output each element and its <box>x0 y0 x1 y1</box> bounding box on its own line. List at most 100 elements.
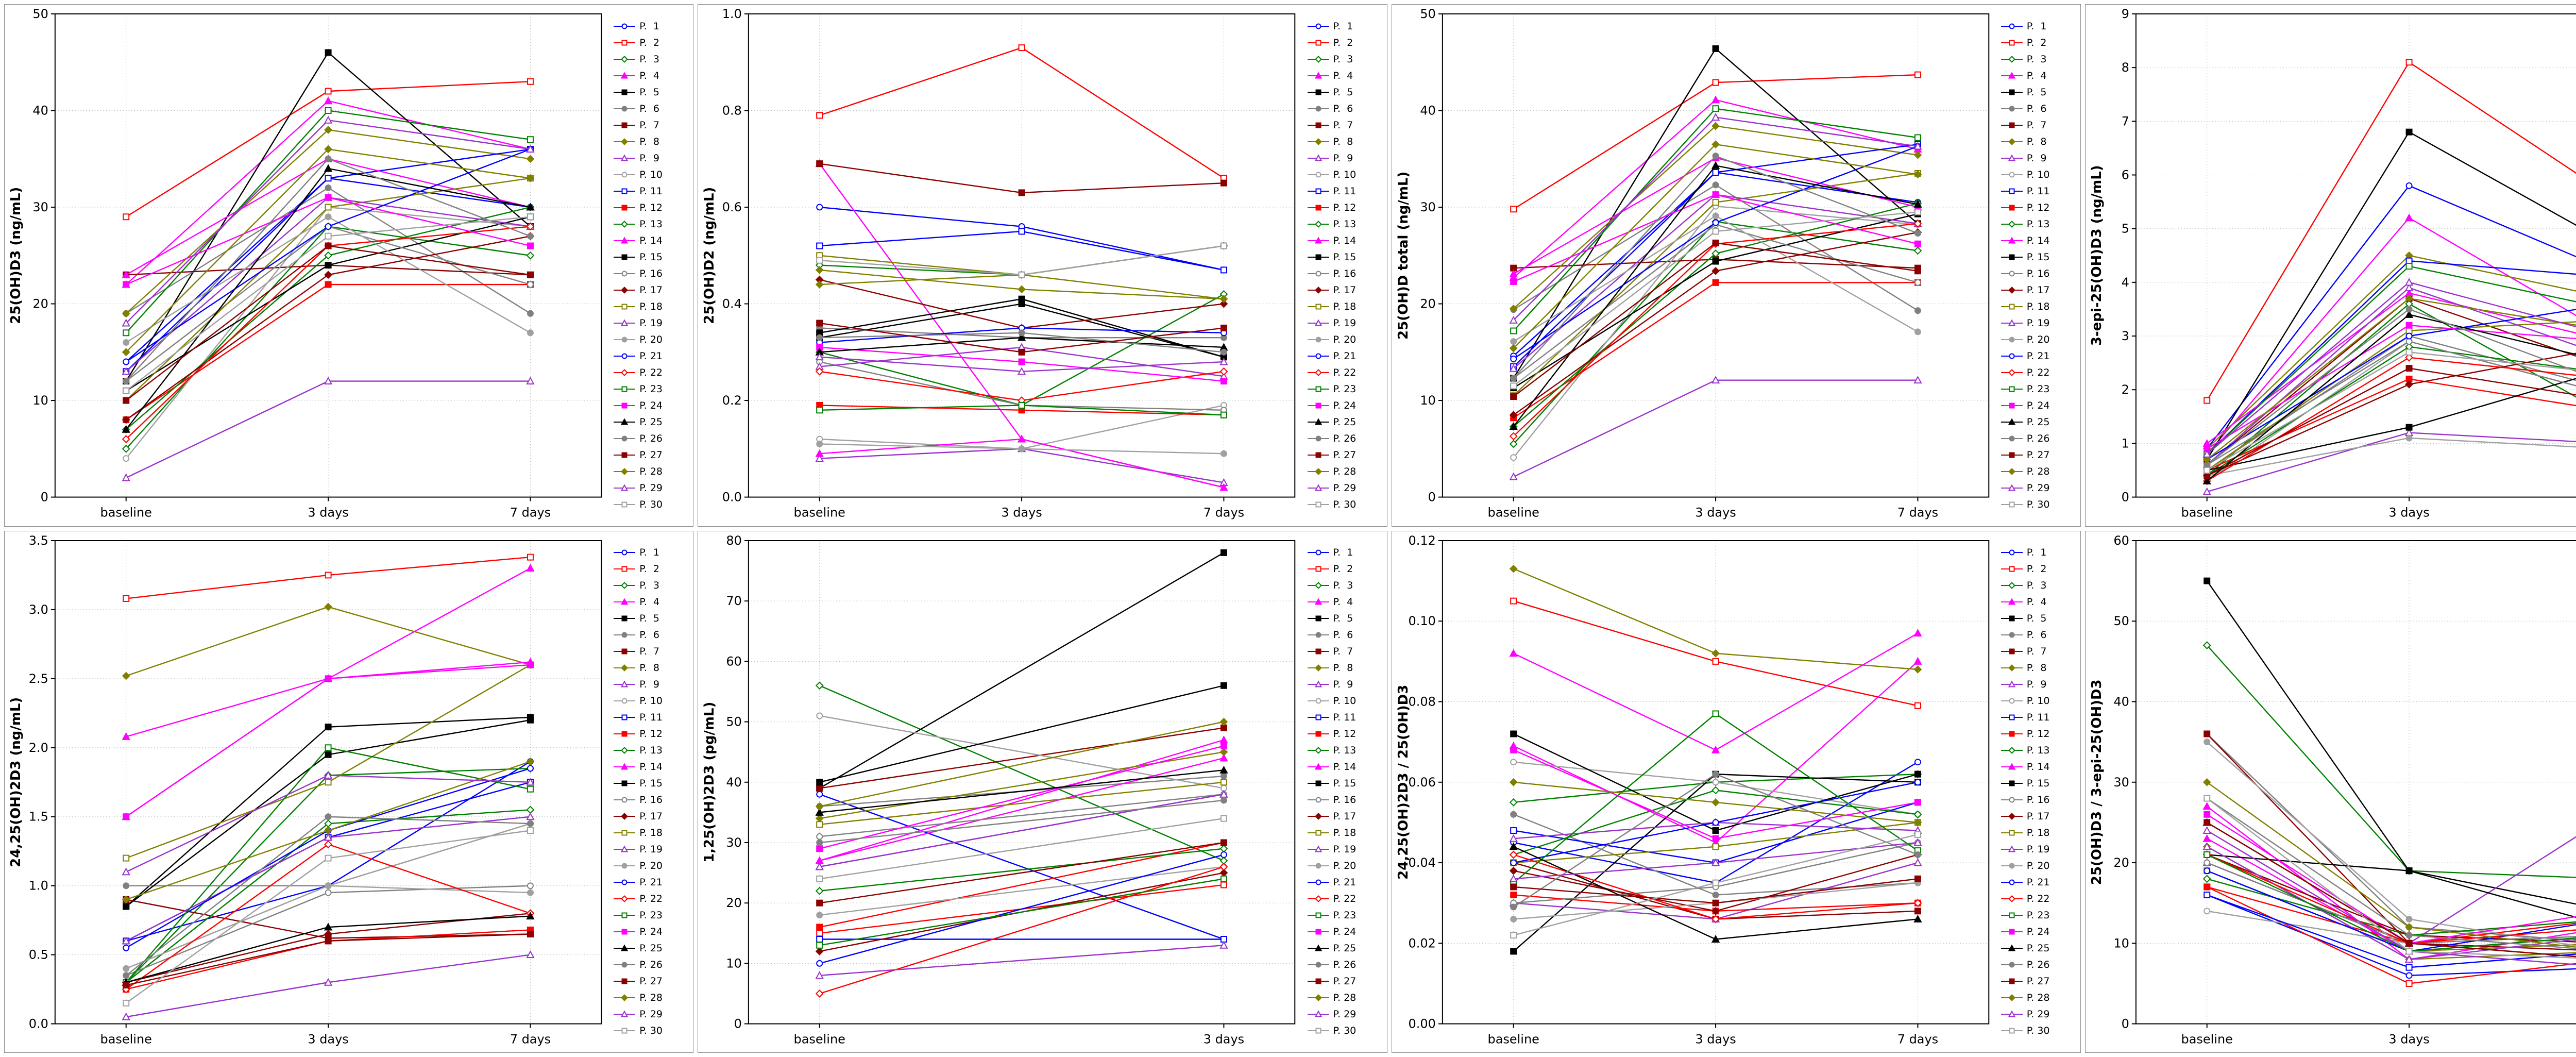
data-point-marker <box>1315 648 1321 655</box>
data-point-marker <box>325 88 332 95</box>
data-point-marker <box>621 205 628 211</box>
data-point-marker <box>2009 879 2015 885</box>
series-line-P.21 <box>819 853 1224 964</box>
legend-item: P. 1 <box>613 18 692 35</box>
series-line-P.1 <box>126 761 531 942</box>
data-point-marker <box>1914 758 1921 765</box>
data-point-marker <box>1314 72 1322 79</box>
data-point-marker <box>123 595 130 602</box>
legend-item: P. 1 <box>613 544 692 561</box>
data-point-marker <box>1018 401 1025 409</box>
data-point-marker <box>621 780 628 786</box>
data-point-marker <box>1314 154 1322 161</box>
data-point-marker <box>1315 205 1321 211</box>
data-point-marker <box>1711 122 1720 130</box>
data-point-marker <box>325 49 332 56</box>
legend-label: P. 4 <box>639 596 659 608</box>
y-tick-label: 8 <box>2121 60 2129 75</box>
legend-key-icon <box>1307 353 1329 359</box>
data-point-marker <box>526 777 535 785</box>
legend: P. 1 P. 2 P. 3 P. 4 P. 5 P. 6 P. 7 P. 8 P. 9 P. 1… <box>1306 531 1387 1053</box>
legend-key-icon <box>614 1010 636 1017</box>
legend-item: P. 30 <box>613 496 692 513</box>
data-point-marker <box>1314 220 1322 228</box>
data-point-marker <box>1314 319 1322 326</box>
data-point-marker <box>2009 731 2015 737</box>
legend-label: P. 12 <box>639 202 663 213</box>
data-point-marker <box>621 944 629 951</box>
chart-svg-3: 0 10 20 30 40 50 baseline 3 days 7 days 25(OH)D t… <box>1395 7 1989 520</box>
legend-label: P. 11 <box>2026 185 2050 197</box>
legend-item: P. 26 <box>613 430 692 447</box>
data-point-marker <box>2009 863 2015 869</box>
legend-label: P. 1 <box>2026 20 2047 32</box>
legend-label: P. 19 <box>1333 317 1357 329</box>
chart-panel-3: 0 10 20 30 40 50 baseline 3 days 7 days 25(OH)D t… <box>1391 4 2081 527</box>
legend-item: P. 16 <box>2000 792 2079 808</box>
data-point-marker <box>2203 730 2210 737</box>
legend-label: P. 12 <box>1333 202 1357 213</box>
data-point-marker <box>1315 912 1321 918</box>
legend-key-icon <box>1307 698 1329 704</box>
x-tick-label: 3 days <box>2388 1032 2429 1046</box>
data-point-marker <box>621 452 628 458</box>
series-line-P.1 <box>2206 184 2576 449</box>
series-line-P.13 <box>2207 878 2576 936</box>
legend-item: P. 3 <box>613 51 692 68</box>
data-point-marker <box>123 813 130 820</box>
data-point-marker <box>2008 418 2015 425</box>
legend-item: P. 25 <box>2000 940 2079 957</box>
data-point-marker <box>1018 329 1025 337</box>
data-point-marker <box>1315 337 1321 343</box>
data-point-marker <box>1221 682 1228 689</box>
legend-item: P. 5 <box>2000 84 2079 100</box>
data-point-marker <box>2009 698 2015 704</box>
legend-item: P. 10 <box>613 693 692 709</box>
legend-item: P. 25 <box>613 414 692 430</box>
data-point-marker <box>1913 657 1922 665</box>
legend-key-icon <box>614 55 636 63</box>
legend-key-icon <box>2001 40 2023 46</box>
data-point-marker <box>324 602 332 611</box>
data-point-marker <box>621 680 629 687</box>
data-point-marker <box>621 254 628 260</box>
legend-label: P. 25 <box>1333 416 1357 428</box>
data-point-marker <box>1315 830 1321 836</box>
data-point-marker <box>2009 353 2015 359</box>
y-tick-label: 30 <box>2113 775 2129 789</box>
legend-item: P. 26 <box>1307 430 1386 447</box>
legend-key-icon <box>1307 40 1329 46</box>
data-point-marker <box>621 615 628 622</box>
legend-label: P. 15 <box>2026 778 2050 790</box>
legend-key-icon <box>2001 271 2023 277</box>
legend-item: P. 25 <box>613 940 692 957</box>
data-point-marker <box>1315 780 1321 786</box>
data-point-marker <box>122 367 130 375</box>
legend-key-icon <box>1307 879 1329 885</box>
chart-svg-6: 0 10 20 30 40 50 60 70 80 baseline 3 days 1,25(OH)2… <box>702 533 1296 1046</box>
data-point-marker <box>324 930 332 938</box>
data-point-marker <box>1315 271 1321 277</box>
legend-label: P. 11 <box>1333 185 1357 197</box>
series-line-P.1 <box>819 793 1225 940</box>
legend-item: P. 16 <box>1307 265 1386 282</box>
data-point-marker <box>816 407 823 414</box>
data-point-marker <box>621 813 629 820</box>
legend-item: P. 23 <box>1307 381 1386 397</box>
data-point-marker <box>621 172 628 178</box>
legend-key-icon <box>614 40 636 46</box>
data-point-marker <box>816 845 823 852</box>
legend-item: P. 26 <box>613 957 692 973</box>
data-point-marker <box>1314 813 1322 820</box>
data-point-marker <box>1913 170 1922 179</box>
data-point-marker <box>1315 714 1321 720</box>
legend-label: P. 17 <box>1333 811 1357 823</box>
legend-label: P. 23 <box>1333 383 1357 395</box>
y-tick-label: 2.0 <box>29 740 48 754</box>
data-point-marker <box>2009 1028 2015 1034</box>
data-point-marker <box>1315 188 1321 194</box>
legend-label: P. 29 <box>2026 482 2050 494</box>
legend-label: P. 28 <box>1333 465 1357 477</box>
legend-label: P. 15 <box>2026 251 2050 263</box>
legend-label: P. 2 <box>1333 37 1353 48</box>
